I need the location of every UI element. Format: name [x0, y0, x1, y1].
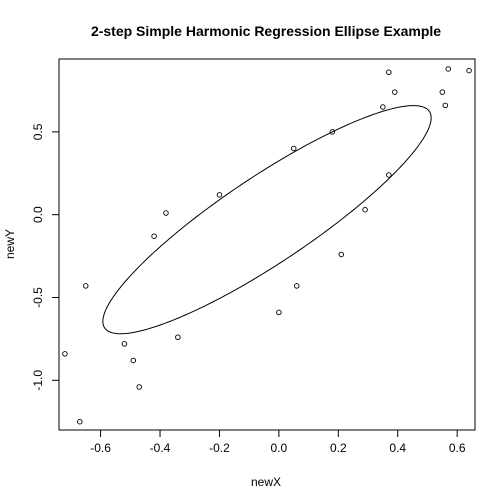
data-point	[386, 69, 392, 75]
data-point	[136, 384, 142, 390]
x-tick-label: -0.4	[150, 441, 171, 455]
y-axis: -1.0 -0.5 0.0 0.5	[31, 123, 59, 391]
data-point	[82, 283, 89, 289]
regression-ellipse	[102, 105, 432, 335]
x-tick-label: -0.6	[90, 441, 111, 455]
x-tick-label: -0.2	[209, 441, 230, 455]
data-point	[163, 210, 169, 216]
y-tick-label: 0.5	[31, 123, 45, 140]
data-point	[466, 67, 472, 74]
data-point	[62, 351, 68, 357]
data-point	[442, 102, 449, 109]
data-point	[338, 251, 345, 258]
data-point	[130, 357, 137, 364]
x-axis-label: newX	[251, 475, 281, 489]
chart-title: 2-step Simple Harmonic Regression Ellips…	[91, 23, 441, 39]
y-tick-label: -0.5	[31, 287, 45, 308]
data-point	[290, 145, 297, 152]
y-tick-label: 0.0	[31, 206, 45, 223]
x-tick-label: 0.2	[330, 441, 347, 455]
data-point	[380, 104, 386, 110]
data-point	[77, 418, 83, 425]
x-tick-label: 0.0	[271, 441, 288, 455]
data-point	[329, 129, 336, 135]
y-axis-label: newY	[3, 229, 17, 259]
data-point	[386, 172, 392, 178]
data-point	[276, 309, 282, 316]
data-point	[445, 66, 452, 72]
data-point	[175, 334, 181, 341]
data-point	[151, 233, 157, 239]
x-tick-label: 0.4	[389, 441, 406, 455]
y-tick-label: -1.0	[31, 370, 45, 391]
data-points	[62, 66, 472, 425]
data-point	[392, 89, 398, 95]
data-point	[216, 192, 223, 198]
data-point	[362, 206, 368, 213]
data-point	[439, 89, 446, 95]
plot-frame	[58, 58, 476, 431]
data-point	[293, 283, 300, 289]
x-tick-label: 0.6	[449, 441, 466, 455]
data-point	[121, 341, 128, 347]
x-axis: -0.6 -0.4 -0.2 0.0 0.2 0.4 0.6	[90, 430, 466, 455]
